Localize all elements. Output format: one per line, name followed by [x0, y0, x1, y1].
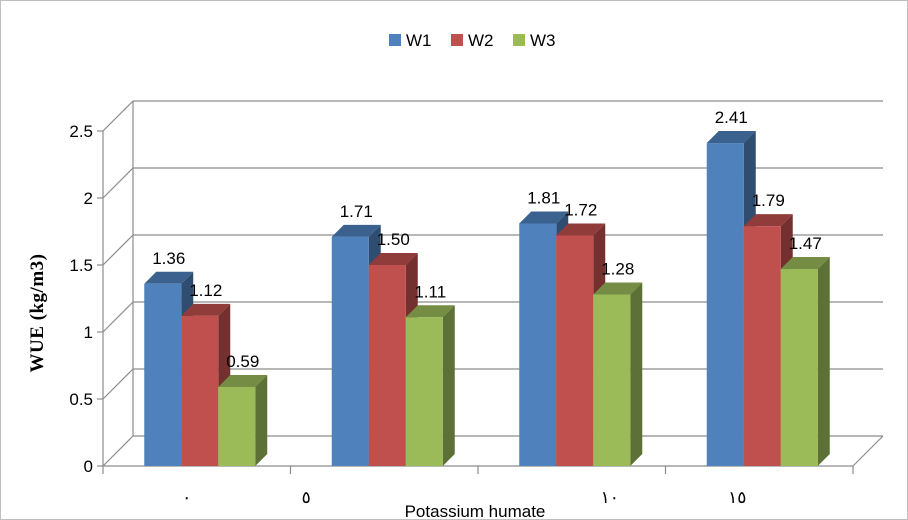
legend-swatch-w3 — [513, 34, 525, 46]
chart-legend: W1 W2 W3 — [389, 31, 556, 50]
floor-right-edge — [852, 435, 884, 467]
bar-top-w2 — [743, 214, 793, 227]
y-tick-label: 0 — [84, 457, 93, 476]
chart-bars-layer — [144, 131, 830, 466]
y-tick-label: 1.5 — [69, 256, 93, 275]
bar-w1 — [706, 143, 744, 466]
x-tick-label: ٠ — [182, 488, 191, 507]
bar-top-w3 — [405, 305, 455, 318]
data-label: 2.41 — [715, 108, 748, 127]
gridline-side — [102, 234, 134, 266]
x-axis-label: Potassium humate — [405, 502, 546, 519]
legend-swatch-w2 — [451, 34, 463, 46]
bar-w3 — [405, 317, 443, 466]
y-tick-label: 1 — [84, 323, 93, 342]
bar-w2 — [368, 265, 406, 466]
bar-top-w1 — [519, 211, 569, 224]
bar-top-w2 — [368, 253, 418, 265]
x-tick-label: ١٥ — [728, 488, 746, 507]
data-label: 1.81 — [527, 188, 560, 207]
bar-w3 — [593, 294, 631, 466]
bar-w1 — [519, 223, 557, 466]
bar-w3 — [780, 269, 818, 466]
bar-w3 — [218, 386, 256, 466]
bar-top-w3 — [593, 282, 643, 295]
bar-w2 — [556, 235, 594, 466]
data-label: 1.71 — [340, 202, 373, 221]
data-label: 1.72 — [564, 201, 597, 220]
data-label: 1.47 — [789, 234, 822, 253]
gridline-side — [102, 301, 134, 333]
bar-side-w3 — [442, 305, 455, 466]
gridline-side — [102, 100, 134, 132]
gridline-side — [102, 368, 134, 400]
data-label: 1.12 — [189, 281, 222, 300]
data-label: 1.79 — [752, 191, 785, 210]
y-tick-label: 2 — [84, 189, 93, 208]
bar-side-w3 — [630, 282, 643, 466]
bar-w1 — [331, 236, 369, 466]
bar-top-w1 — [706, 131, 756, 144]
y-tick-label: 0.5 — [69, 390, 93, 409]
bar-side-w3 — [817, 257, 830, 466]
bar-top-w2 — [181, 303, 231, 316]
bar-top-w3 — [218, 374, 268, 387]
gridline-side — [102, 167, 134, 199]
bar-top-w1 — [331, 224, 381, 237]
y-axis-label: WUE (kg/m3) — [27, 254, 48, 373]
data-label: 1.11 — [414, 282, 446, 301]
bar-top-w1 — [144, 271, 194, 284]
bar-top-w2 — [556, 223, 606, 236]
x-tick-label: ١٠ — [601, 488, 619, 507]
data-label: 0.59 — [226, 352, 259, 371]
bar-w2 — [743, 226, 781, 466]
legend-label-w2: W2 — [468, 31, 494, 50]
y-tick-label: 2.5 — [69, 122, 93, 141]
legend-label-w1: W1 — [406, 31, 432, 50]
data-label: 1.50 — [377, 230, 410, 249]
chart-labels-layer: 1.361.12 0.59 ٠ 1.711.50 1.11 ٥ 1.811.72 1.28 ١٠… — [152, 108, 822, 507]
legend-label-w3: W3 — [530, 31, 556, 50]
bar-w2 — [181, 315, 219, 466]
data-label: 1.36 — [152, 249, 185, 268]
bar-top-w3 — [780, 257, 830, 270]
bar-side-w3 — [255, 374, 268, 466]
x-tick-label: ٥ — [302, 488, 311, 507]
legend-swatch-w1 — [389, 34, 401, 46]
bar-w1 — [144, 283, 182, 466]
data-label: 1.28 — [601, 259, 634, 278]
gridline-side — [102, 435, 134, 467]
